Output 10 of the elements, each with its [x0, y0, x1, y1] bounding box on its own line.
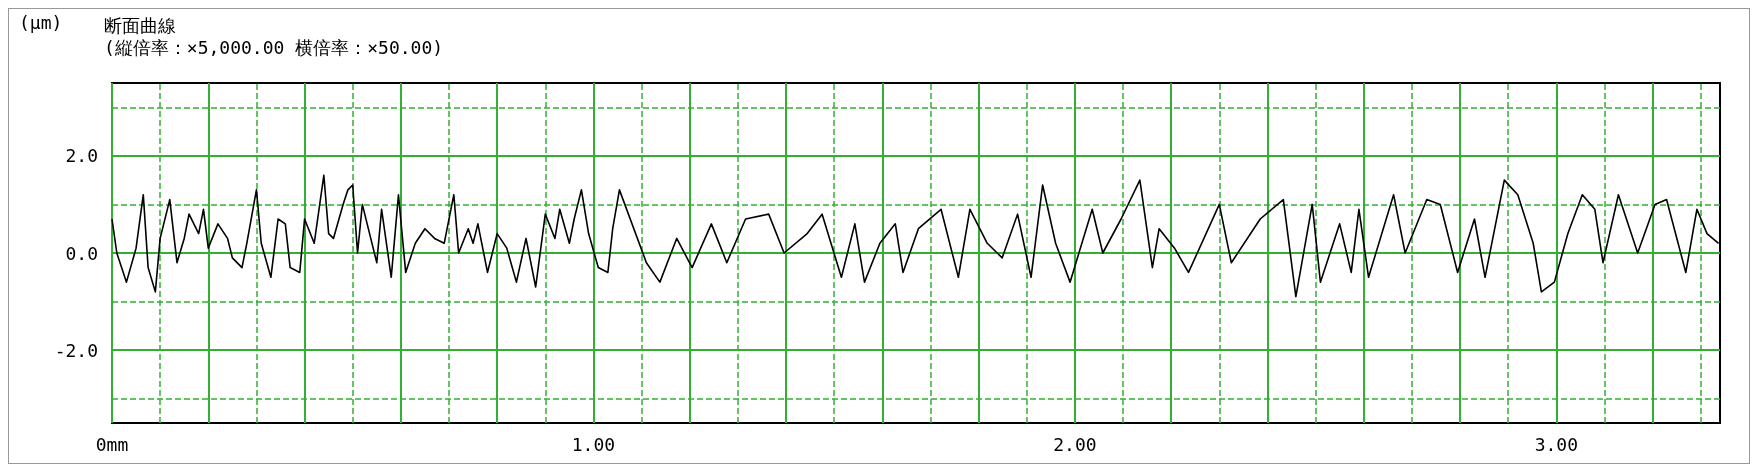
- y-axis-title: (µm): [19, 11, 63, 33]
- y-tick-label: 0.0: [65, 242, 98, 264]
- y-tick-label: -2.0: [54, 339, 98, 361]
- x-tick-label: 0mm: [95, 433, 129, 455]
- chart-subtitle: (縦倍率：×5,000.00 横倍率：×50.00): [104, 36, 444, 58]
- x-tick-label: 3.00: [1534, 433, 1578, 455]
- x-tick-label: 1.00: [571, 433, 616, 455]
- y-tick-label: 2.0: [65, 145, 98, 167]
- x-tick-label: 2.00: [1053, 433, 1097, 455]
- chart-title: 断面曲線: [104, 14, 176, 36]
